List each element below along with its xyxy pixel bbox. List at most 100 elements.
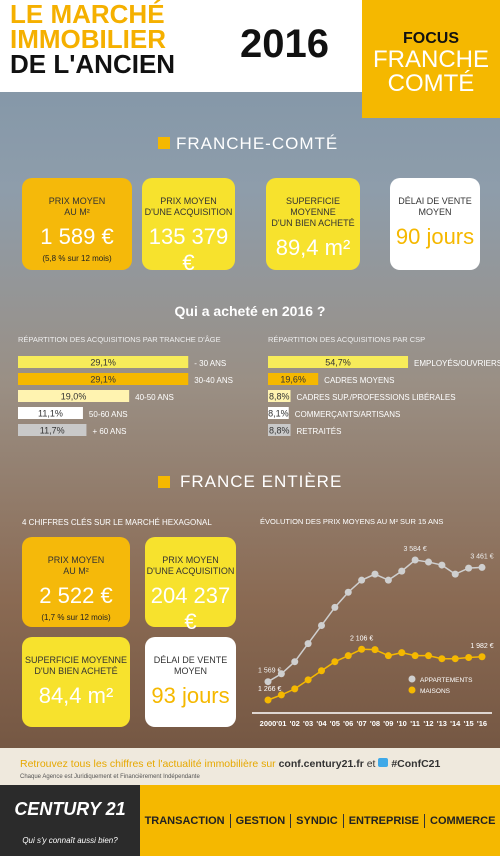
point — [411, 652, 419, 660]
bar — [18, 424, 87, 436]
section-title: FRANCE ENTIÈRE — [180, 472, 343, 491]
nav-item[interactable]: TRANSACTION — [144, 814, 225, 827]
point — [304, 676, 312, 684]
card-label: SUPERFICIE MOYENNE D'UN BIEN ACHETÉ — [266, 196, 360, 229]
slogan: Qui s'y connaît aussi bien? — [22, 836, 118, 845]
card-label: PRIX MOYEN D'UNE ACQUISITION — [145, 555, 236, 577]
category-label: + 60 ANS — [92, 427, 126, 436]
stat-card: PRIX MOYEN D'UNE ACQUISITION 135 379 € — [142, 178, 235, 275]
card-label-line: PRIX MOYEN — [160, 196, 217, 206]
legend-label: APPARTEMENTS — [420, 677, 473, 684]
card-label-line: MOYEN — [173, 666, 207, 676]
header-title: LE MARCHÉ IMMOBILIER DE L'ANCIEN — [10, 0, 176, 79]
focus-box: FOCUS FRANCHE COMTÉ — [362, 0, 500, 118]
twitter-icon — [378, 758, 389, 767]
card-label-line: DÉLAI DE VENTE — [153, 655, 228, 665]
bar-label: 19,0% — [61, 392, 87, 402]
point — [291, 658, 299, 666]
point — [451, 655, 459, 663]
x-tick-label: '03 — [303, 719, 313, 728]
nav-item[interactable]: COMMERCE — [430, 814, 496, 827]
bar — [268, 373, 319, 385]
chart-title: RÉPARTITION DES ACQUISITIONS PAR TRANCHE… — [18, 335, 221, 344]
point — [398, 567, 406, 575]
point — [358, 576, 366, 584]
nav-item[interactable]: GESTION — [235, 814, 286, 827]
x-tick-label: '07 — [357, 719, 367, 728]
point — [277, 691, 285, 699]
point — [384, 576, 392, 584]
bar — [268, 424, 291, 436]
stat-card: SUPERFICIE MOYENNE D'UN BIEN ACHETÉ 89,4 m… — [266, 178, 360, 270]
card-label: PRIX MOYEN D'UNE ACQUISITION — [142, 196, 235, 218]
line — [267, 559, 483, 683]
bar — [268, 407, 289, 419]
x-tick-label: '13 — [437, 719, 447, 728]
point-label: 1 982 € — [470, 643, 493, 650]
card-label: DÉLAI DE VENTE MOYEN — [145, 655, 236, 677]
bar — [18, 390, 130, 402]
point-label: 1 569 € — [258, 668, 281, 675]
x-tick-label: '14 — [450, 719, 461, 728]
card-value: 90 jours — [395, 224, 475, 249]
card-label-line: AU M² — [63, 566, 89, 576]
x-tick-label: '04 — [316, 719, 327, 728]
card-label-line: PRIX MOYEN — [47, 555, 105, 565]
bar — [18, 356, 189, 368]
category-label: COMMERÇANTS/ARTISANS — [295, 410, 401, 419]
card-value: 2 522 € — [39, 583, 113, 608]
point — [465, 653, 473, 661]
title-line: DE L'ANCIEN — [10, 49, 176, 79]
logo-box: CENTURY 21 Qui s'y connaît aussi bien? — [0, 785, 140, 856]
logo: CENTURY 21 — [14, 799, 126, 819]
card-value: 84,4 m² — [38, 683, 114, 708]
point — [344, 588, 352, 596]
card-label-line: AU M² — [64, 207, 90, 217]
nav-separator — [290, 813, 292, 828]
card-label-line: PRIX MOYEN — [162, 555, 219, 565]
x-tick-label: '10 — [397, 719, 407, 728]
card-value: 93 jours — [151, 683, 230, 708]
stat-card: DÉLAI DE VENTE MOYEN 90 jours — [390, 178, 480, 270]
card-label: SUPERFICIE MOYENNE D'UN BIEN ACHETÉ — [22, 655, 130, 677]
card-label: PRIX MOYEN AU M² — [22, 555, 130, 577]
card-label-line: DÉLAI DE VENTE — [398, 196, 472, 206]
subtitle: 4 CHIFFRES CLÉS SUR LE MARCHÉ HEXAGONAL — [22, 518, 212, 527]
bar — [18, 373, 189, 385]
card-value: 89,4 m² — [275, 235, 351, 260]
point — [371, 646, 379, 654]
point — [411, 556, 419, 564]
card-note: (5,8 % sur 12 mois) — [42, 254, 112, 263]
nav-item[interactable]: ENTREPRISE — [348, 814, 420, 827]
legend-label: MAISONS — [420, 688, 451, 695]
footer-hashtag[interactable]: #ConfC21 — [391, 758, 441, 770]
point — [384, 652, 392, 660]
bar — [268, 390, 291, 402]
footer-site[interactable]: conf.century21.fr — [278, 758, 364, 770]
point — [465, 564, 473, 572]
point — [291, 685, 299, 693]
title-line: LE MARCHÉ — [10, 0, 165, 29]
category-label: - 30 ANS — [194, 359, 226, 368]
point — [478, 563, 486, 571]
x-tick-label: '02 — [290, 719, 300, 728]
bar-label: 19,6% — [280, 375, 306, 385]
point — [331, 658, 339, 666]
card-value: 135 379 € — [148, 224, 229, 275]
nav-item[interactable]: SYNDIC — [296, 814, 338, 827]
point — [344, 652, 352, 660]
point-label: 3 584 € — [403, 546, 426, 553]
nav-separator — [342, 813, 344, 828]
card-label: PRIX MOYEN AU M² — [22, 196, 132, 218]
x-tick-label: '06 — [343, 719, 353, 728]
point-label: 1 266 € — [258, 686, 281, 693]
bar-label: 54,7% — [325, 358, 351, 368]
x-tick-label: 2000 — [260, 719, 277, 728]
nav-separator — [229, 813, 231, 828]
x-tick-label: '05 — [330, 719, 340, 728]
category-label: 30-40 ANS — [194, 376, 233, 385]
x-tick-label: '15 — [464, 719, 474, 728]
section-title: FRANCHE-COMTÉ — [176, 134, 339, 153]
bar-label: 8,1% — [268, 409, 289, 419]
